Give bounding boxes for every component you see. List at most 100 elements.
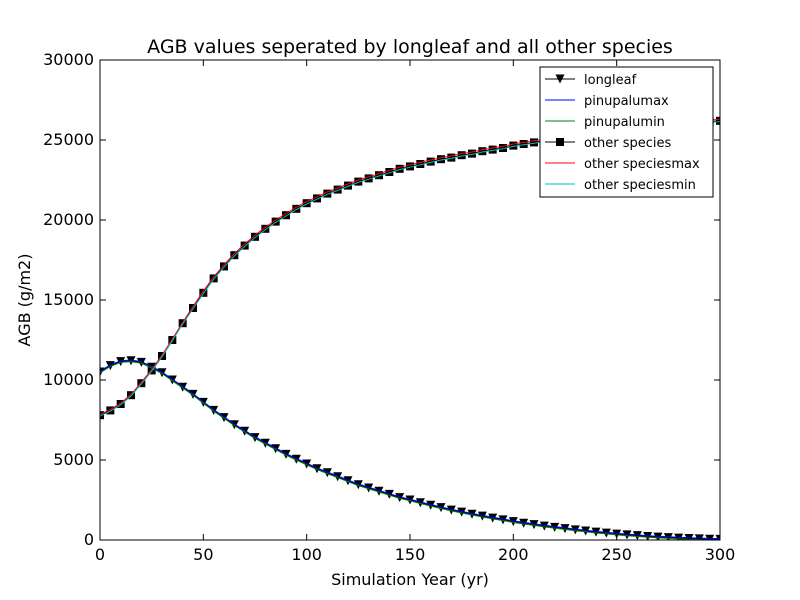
data-point-other-species	[478, 147, 487, 156]
data-point-longleaf	[570, 525, 580, 535]
legend-item-other-speciesmin: other speciesmin	[545, 178, 696, 193]
legend: longleaf pinupalumax pinupalumin other spec…	[539, 66, 714, 198]
data-point-longleaf	[550, 522, 560, 532]
data-point-longleaf	[260, 438, 270, 448]
data-point-other-species	[333, 185, 342, 194]
data-point-other-species	[106, 406, 115, 415]
data-point-longleaf	[415, 498, 425, 508]
legend-item-other-species: other species	[545, 136, 672, 151]
legend-label: other speciesmin	[584, 178, 696, 193]
data-point-longleaf	[384, 489, 394, 499]
data-point-longleaf	[684, 534, 694, 540]
data-point-longleaf	[632, 531, 642, 540]
data-point-other-species	[447, 153, 456, 162]
x-tick-label: 200	[498, 545, 529, 564]
data-point-longleaf	[581, 526, 591, 536]
legend-item-longleaf: longleaf	[545, 73, 637, 88]
x-tick-label: 300	[705, 545, 736, 564]
data-point-other-species	[468, 149, 476, 158]
data-point-other-species	[127, 391, 135, 400]
data-point-other-species	[395, 164, 404, 173]
x-tick-label: 0	[95, 545, 105, 564]
data-point-longleaf	[136, 357, 146, 367]
data-point-other-species	[220, 262, 228, 271]
data-point-other-species	[230, 251, 239, 260]
legend-item-pinupalumin: pinupalumin	[545, 115, 665, 130]
data-point-other-species	[519, 140, 528, 148]
data-point-longleaf	[281, 449, 291, 459]
legend-marker	[555, 74, 565, 84]
data-point-longleaf	[291, 454, 301, 464]
data-point-longleaf	[322, 468, 332, 478]
y-tick-label: 20000	[43, 210, 94, 229]
data-point-longleaf	[405, 495, 415, 505]
data-point-longleaf	[126, 356, 136, 366]
legend-item-other-speciesmax: other speciesmax	[545, 157, 700, 172]
data-point-other-species	[344, 181, 352, 190]
data-point-longleaf	[446, 505, 456, 515]
data-point-other-species	[323, 189, 332, 198]
series-line-longleaf	[100, 360, 720, 540]
data-point-other-species	[313, 194, 321, 203]
data-point-longleaf	[591, 527, 601, 537]
data-point-longleaf	[426, 500, 436, 510]
data-point-other-species	[426, 157, 435, 166]
data-point-longleaf	[302, 459, 312, 469]
legend-label: other speciesmax	[584, 157, 700, 172]
data-point-longleaf	[271, 444, 281, 454]
legend-label: pinupalumax	[584, 94, 669, 109]
data-point-longleaf	[467, 509, 477, 519]
data-point-longleaf	[622, 530, 632, 540]
data-point-other-species	[437, 155, 445, 164]
data-point-longleaf	[333, 472, 343, 482]
y-axis-label: AGB (g/m2)	[15, 254, 34, 347]
legend-label: other species	[584, 136, 672, 151]
y-tick-label: 10000	[43, 370, 94, 389]
x-tick-label: 50	[193, 545, 213, 564]
x-axis-label: Simulation Year (yr)	[331, 570, 489, 589]
data-point-longleaf	[488, 513, 498, 523]
data-point-other-species	[209, 274, 218, 283]
data-point-longleaf	[100, 367, 105, 377]
data-point-longleaf	[674, 533, 684, 540]
series-pinupalumin	[100, 361, 720, 540]
y-tick-label: 30000	[43, 50, 94, 69]
data-point-other-species	[385, 168, 394, 176]
y-axis: 0 5000 10000 15000 20000 25000 30000	[43, 50, 720, 549]
data-point-longleaf	[374, 486, 384, 496]
data-point-longleaf	[519, 518, 529, 528]
data-point-other-species	[499, 144, 507, 152]
data-point-other-species	[261, 224, 270, 233]
data-point-longleaf	[436, 503, 446, 513]
data-point-other-species	[282, 211, 290, 220]
data-point-other-species	[240, 241, 249, 250]
x-tick-label: 150	[395, 545, 426, 564]
x-axis: 0 50 100 150 200 250 300	[95, 60, 735, 564]
data-point-other-species	[375, 171, 383, 180]
data-point-longleaf	[539, 521, 549, 531]
data-point-other-species	[406, 162, 414, 171]
data-point-longleaf	[116, 357, 126, 367]
y-tick-label: 5000	[53, 450, 94, 469]
data-point-longleaf	[601, 528, 611, 538]
data-point-longleaf	[508, 517, 518, 527]
chart-title: AGB values seperated by longleaf and all…	[147, 36, 673, 58]
data-point-longleaf	[105, 361, 115, 371]
data-point-other-species	[271, 217, 280, 226]
data-point-longleaf	[343, 476, 353, 486]
legend-item-pinupalumax: pinupalumax	[545, 94, 669, 109]
series-line-pinupalumin	[100, 361, 720, 540]
legend-box	[539, 66, 714, 198]
x-tick-label: 250	[601, 545, 632, 564]
data-point-longleaf	[529, 520, 539, 530]
data-point-other-species	[364, 174, 373, 183]
data-point-other-species	[457, 151, 466, 160]
legend-label: longleaf	[584, 73, 637, 88]
data-point-other-species	[716, 116, 720, 125]
data-point-longleaf	[560, 524, 570, 534]
data-point-other-species	[292, 204, 301, 213]
series-longleaf	[100, 356, 720, 540]
series-pinupalumax	[100, 359, 720, 540]
